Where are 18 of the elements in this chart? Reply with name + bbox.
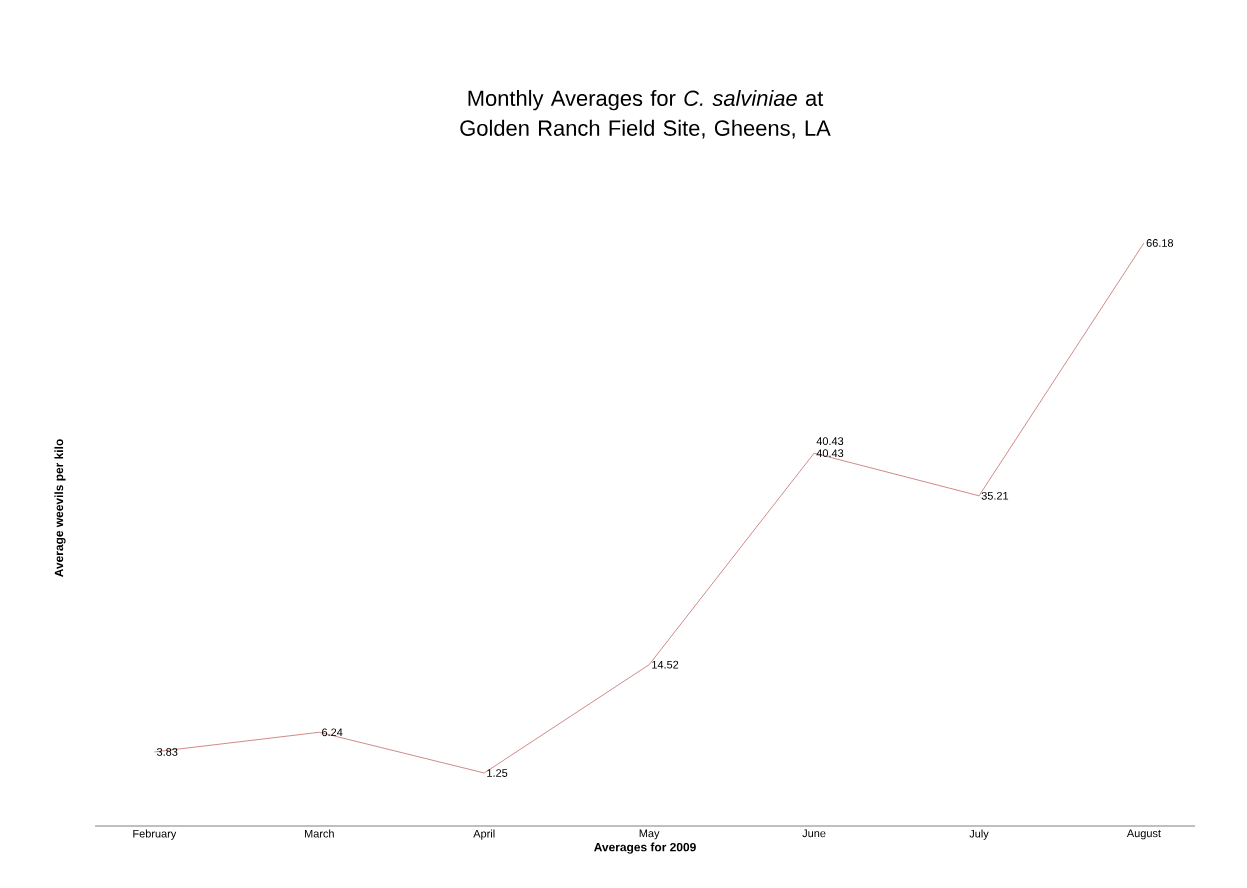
x-tick-label: March xyxy=(304,829,334,838)
y-axis-title: Average weevils per kilo xyxy=(54,439,66,577)
x-tick-label: May xyxy=(639,829,660,840)
chart-title: Monthly Averages for C. salviniae at Golden Ranch Field Site, Gheens, LA xyxy=(460,89,831,139)
x-axis-title: Averages for 2009 xyxy=(594,842,696,854)
data-label: 3.83 xyxy=(156,748,178,756)
data-label: 14.52 xyxy=(652,660,679,669)
x-tick-label: June xyxy=(802,829,826,838)
x-tick-label: August xyxy=(1126,829,1161,840)
data-label: 66.18 xyxy=(1146,239,1174,247)
x-tick-label: July xyxy=(969,829,989,840)
data-label: 40.43 xyxy=(816,449,844,458)
data-label: 1.25 xyxy=(487,769,508,777)
data-label: 35.21 xyxy=(981,491,1009,500)
annotation: 40.43 xyxy=(816,437,844,445)
x-tick-label: April xyxy=(473,829,495,840)
x-tick-label: February xyxy=(133,829,177,840)
data-label: 6.24 xyxy=(322,728,343,737)
